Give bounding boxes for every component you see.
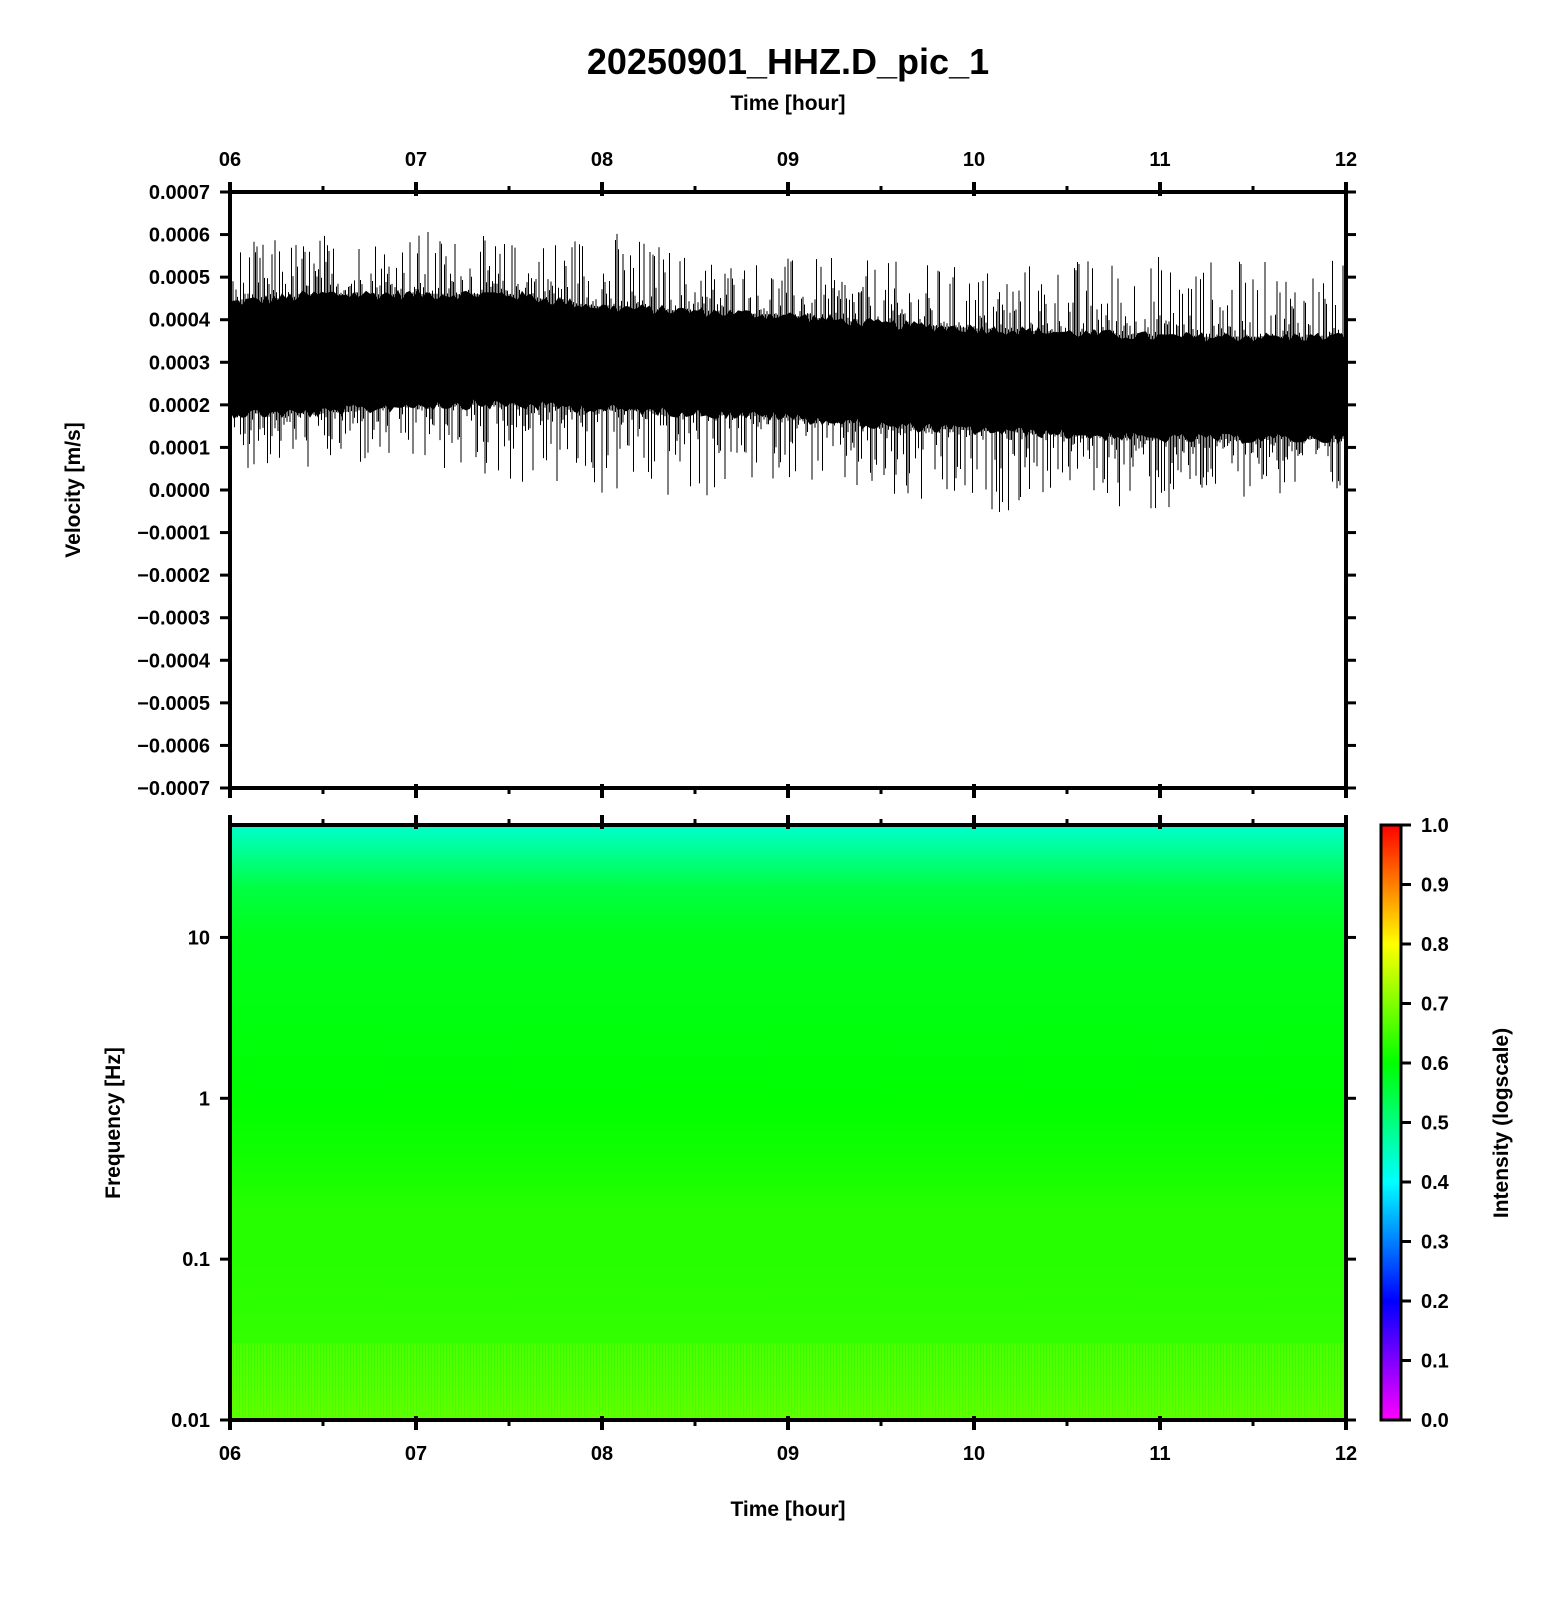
- waveform-y-tick-label: 0.0003: [149, 352, 210, 374]
- colorbar-tick-label: 0.3: [1421, 1232, 1449, 1254]
- spectrogram-y-tick-label: 0.01: [171, 1410, 210, 1432]
- top-x-tick-label: 06: [219, 149, 241, 171]
- velocity-axis-label: Velocity [m/s]: [62, 422, 85, 557]
- bottom-x-tick-label: 10: [963, 1443, 985, 1465]
- spectrogram-image: [230, 825, 1346, 1420]
- spectrogram-y-tick-label: 1: [199, 1088, 210, 1110]
- top-x-tick-label: 10: [963, 149, 985, 171]
- frequency-axis-label: Frequency [Hz]: [102, 1047, 125, 1199]
- waveform-y-tick-label: −0.0005: [137, 693, 210, 715]
- waveform-panel: 0.0007 0.0006 0.0005 0.0004 0.0003 0.0002 0.00…: [137, 149, 1357, 800]
- colorbar-tick-label: 0.2: [1421, 1291, 1449, 1313]
- waveform-y-tick-label: 0.0005: [149, 267, 210, 289]
- bottom-x-tick-label: 06: [219, 1443, 241, 1465]
- bottom-x-tick-label: 09: [777, 1443, 799, 1465]
- colorbar-tick-label: 0.7: [1421, 994, 1449, 1016]
- colorbar-tick-label: 0.0: [1421, 1410, 1449, 1432]
- top-x-tick-label: 12: [1335, 149, 1357, 171]
- waveform-trace: [230, 232, 1346, 512]
- bottom-x-tick-label: 07: [405, 1443, 427, 1465]
- colorbar-tick-label: 1.0: [1421, 815, 1449, 837]
- waveform-y-tick-label: −0.0007: [137, 778, 210, 800]
- figure-title: 20250901_HHZ.D_pic_1: [587, 41, 989, 82]
- colorbar-tick-label: 0.5: [1421, 1113, 1449, 1135]
- colorbar-tick-label: 0.8: [1421, 934, 1449, 956]
- spectrogram-y-tick-label: 0.1: [182, 1249, 210, 1271]
- colorbar-label: Intensity (logscale): [1490, 1028, 1513, 1218]
- top-x-tick-label: 11: [1149, 149, 1170, 171]
- spectrogram-y-tick-label: 10: [188, 927, 210, 949]
- spectrogram-panel: 10 1 0.1 0.01 06 07 08 09 10 11 12: [171, 815, 1357, 1465]
- waveform-y-tick-label: −0.0006: [137, 735, 210, 757]
- colorbar: 1.0 0.9 0.8 0.7 0.6 0.5 0.4 0.3 0.2 0.1 0.0: [1379, 815, 1450, 1432]
- waveform-y-tick-label: −0.0002: [137, 565, 210, 587]
- waveform-y-tick-label: −0.0001: [137, 523, 210, 545]
- top-x-tick-label: 09: [777, 149, 799, 171]
- waveform-y-tick-label: 0.0000: [149, 480, 210, 502]
- bottom-x-tick-label: 12: [1335, 1443, 1357, 1465]
- colorbar-tick-label: 0.6: [1421, 1053, 1449, 1075]
- top-x-tick-label: 07: [405, 149, 427, 171]
- top-x-tick-label: 08: [591, 149, 613, 171]
- colorbar-gradient: [1379, 823, 1403, 1422]
- waveform-y-tick-label: 0.0004: [149, 310, 211, 332]
- bottom-x-tick-label: 11: [1149, 1443, 1170, 1465]
- waveform-y-tick-label: 0.0006: [149, 225, 210, 247]
- waveform-y-tick-label: 0.0002: [149, 395, 210, 417]
- waveform-y-tick-label: −0.0004: [137, 650, 211, 672]
- colorbar-tick-label: 0.9: [1421, 875, 1449, 897]
- top-x-axis-label: Time [hour]: [730, 92, 845, 115]
- waveform-y-tick-label: 0.0001: [149, 437, 210, 459]
- colorbar-tick-label: 0.4: [1421, 1172, 1450, 1194]
- waveform-y-tick-label: −0.0003: [137, 608, 210, 630]
- bottom-x-tick-label: 08: [591, 1443, 613, 1465]
- bottom-x-axis-label: Time [hour]: [730, 1498, 845, 1521]
- waveform-y-tick-label: 0.0007: [149, 182, 210, 204]
- colorbar-tick-label: 0.1: [1421, 1351, 1449, 1373]
